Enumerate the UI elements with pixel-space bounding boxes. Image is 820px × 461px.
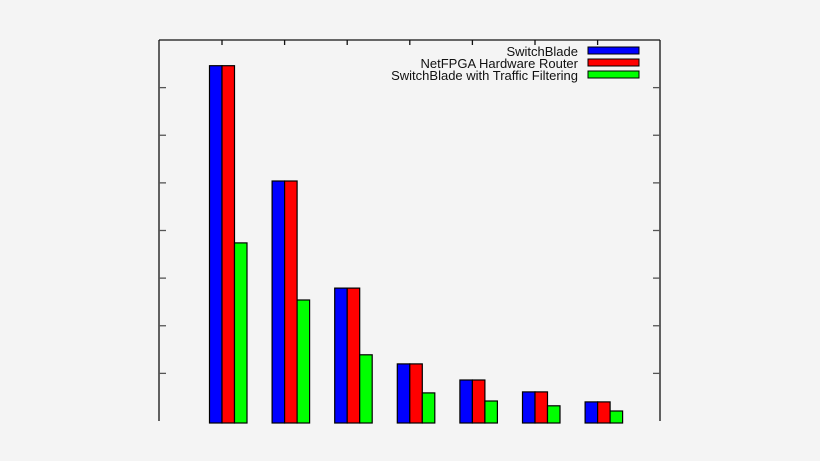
legend-swatch-blue (587, 46, 640, 55)
plot-frame (158, 39, 661, 421)
bar (221, 65, 236, 424)
bar (584, 401, 599, 424)
bar-group (584, 401, 624, 424)
bar (233, 242, 248, 424)
legend-swatch-green (587, 70, 640, 79)
bar (546, 405, 561, 424)
legend-item-switchblade-traffic-filtering: SwitchBlade with Traffic Filtering (391, 68, 640, 83)
legend-item-netfpga-hardware-router: NetFPGA Hardware Router (420, 56, 640, 71)
bar-group (334, 287, 373, 424)
bar (521, 391, 536, 424)
bar-group (271, 180, 311, 424)
bar (409, 363, 423, 424)
bar (471, 379, 486, 424)
bar-group (521, 391, 561, 424)
bar (534, 391, 549, 424)
bar (421, 392, 436, 424)
bar (396, 363, 411, 424)
bar (334, 287, 348, 424)
bar (596, 401, 611, 424)
bar (609, 410, 624, 424)
bar-group (396, 363, 436, 424)
bar (359, 354, 373, 424)
bar-group (459, 379, 498, 424)
bar-groups (208, 65, 624, 424)
legend-label: SwitchBlade (506, 44, 578, 59)
legend-item-switchblade: SwitchBlade (506, 44, 640, 59)
bar (271, 180, 286, 424)
legend-label: SwitchBlade with Traffic Filtering (391, 68, 578, 83)
legend: SwitchBlade NetFPGA Hardware Router Swit… (391, 44, 640, 83)
bar (459, 379, 473, 424)
bar-group (208, 65, 248, 424)
bar (346, 287, 361, 424)
bar (484, 400, 498, 424)
bar (208, 65, 223, 424)
bar (284, 180, 298, 424)
legend-label: NetFPGA Hardware Router (420, 56, 578, 71)
bar (296, 299, 311, 424)
legend-swatch-red (587, 58, 640, 67)
